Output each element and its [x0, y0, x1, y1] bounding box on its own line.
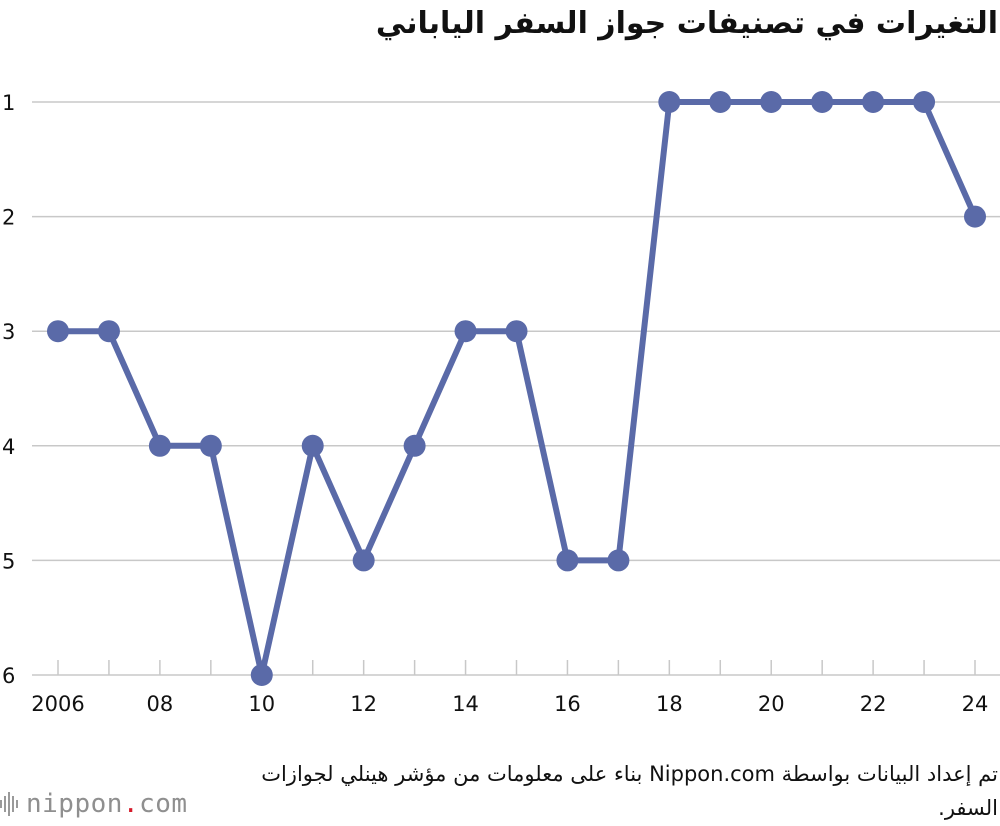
data-point [403, 434, 426, 457]
logo-text: nippon.com [26, 789, 188, 819]
x-tick-label: 12 [350, 692, 377, 716]
x-tick-label: 16 [554, 692, 581, 716]
y-tick-label: 6 [2, 664, 15, 688]
x-tick-label: 14 [452, 692, 479, 716]
data-point [760, 91, 783, 113]
x-tick-label: 2006 [31, 692, 84, 716]
data-point [199, 434, 222, 457]
data-point [148, 434, 171, 457]
y-tick-label: 4 [2, 435, 15, 459]
data-point [913, 91, 936, 113]
x-tick-label: 24 [962, 692, 989, 716]
x-tick-label: 18 [656, 692, 683, 716]
source-note: تم إعداد البيانات بواسطة Nippon.com بناء… [261, 762, 998, 820]
x-tick-label: 20 [758, 692, 785, 716]
y-axis-labels: 1 2 3 4 5 6 [2, 91, 15, 688]
data-point [862, 91, 885, 113]
x-tick-label: 08 [147, 692, 174, 716]
data-point [454, 320, 477, 343]
series-line [58, 99, 978, 678]
data-point [250, 664, 273, 686]
data-point [47, 320, 69, 343]
y-tick-label: 3 [2, 320, 15, 344]
nippon-logo: nippon.com [0, 786, 188, 822]
data-point [658, 91, 681, 113]
grid-lines [32, 101, 1000, 676]
x-axis-labels: 2006 08 10 12 14 16 18 20 22 24 [31, 692, 988, 716]
x-tick-label: 22 [860, 692, 887, 716]
data-point [97, 320, 120, 343]
data-point [301, 434, 324, 457]
x-tick-label: 10 [248, 692, 275, 716]
data-point [964, 205, 986, 228]
data-point [505, 320, 528, 343]
y-tick-label: 2 [2, 206, 15, 230]
data-point [556, 549, 579, 572]
data-point [607, 549, 630, 572]
y-tick-label: 1 [2, 91, 15, 115]
data-point [709, 91, 732, 113]
chart-title: التغيرات في تصنيفات جواز السفر الياباني [375, 6, 998, 41]
logo-mark-icon [0, 792, 18, 816]
data-series [47, 91, 986, 686]
data-point [352, 549, 375, 572]
y-tick-label: 5 [2, 549, 15, 573]
data-point [811, 91, 834, 113]
x-axis-ticks [57, 660, 976, 675]
